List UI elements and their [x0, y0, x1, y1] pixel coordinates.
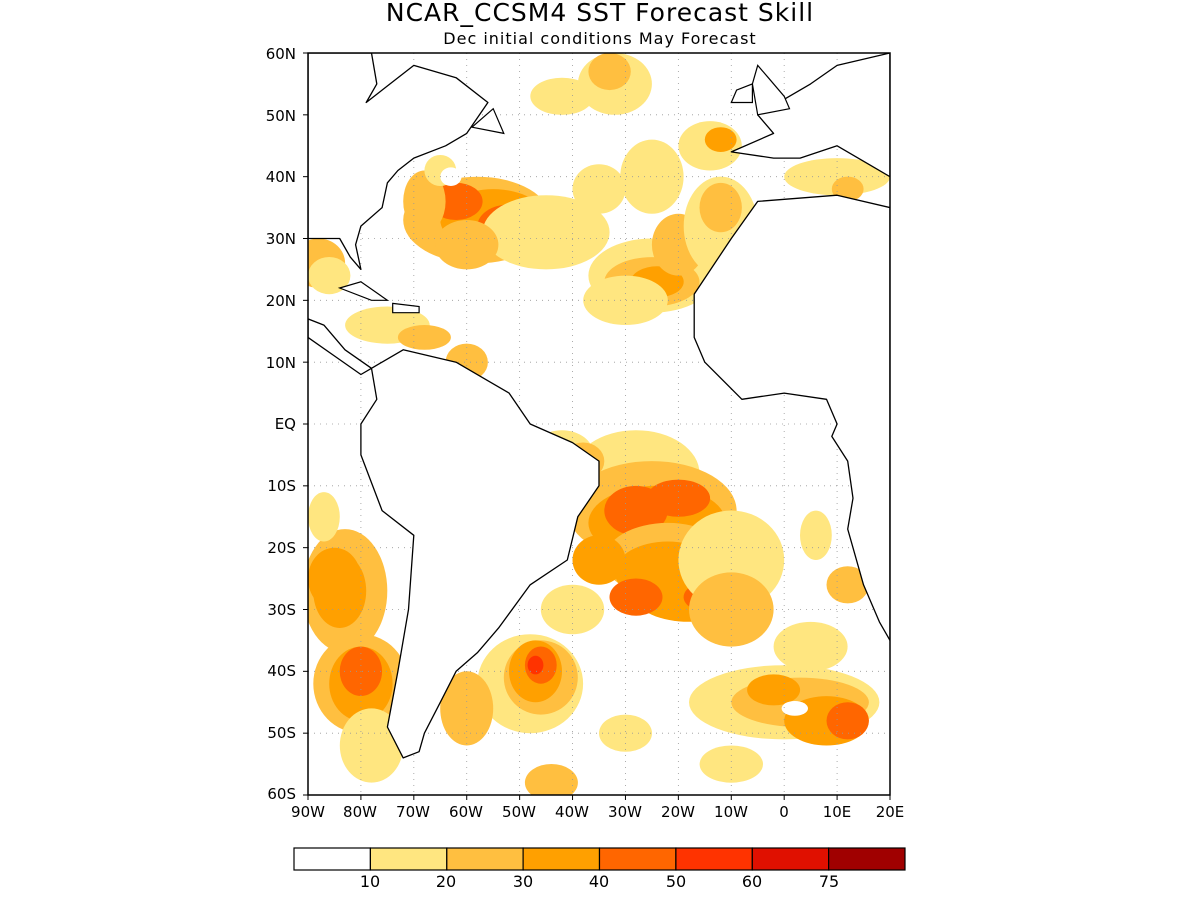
axis-ticks: [303, 52, 891, 800]
skill-blob: [646, 479, 711, 517]
lon-label: 60W: [449, 803, 483, 821]
central-america-coastline: [308, 318, 373, 376]
skill-blob: [572, 535, 626, 585]
coastlines: [308, 16, 890, 759]
lon-label: 70W: [396, 803, 430, 821]
newfoundland-coastline: [470, 107, 505, 135]
colorbar-swatch: [293, 847, 372, 871]
lon-label: 80W: [343, 803, 377, 821]
skill-blob: [588, 53, 631, 91]
colorbar-label: 30: [512, 872, 534, 891]
colorbar-swatch: [369, 847, 448, 871]
skill-blob: [747, 674, 801, 706]
lat-label: 10S: [267, 477, 296, 495]
lat-label: 10N: [265, 354, 296, 372]
skill-blob: [784, 158, 890, 196]
skill-blob: [440, 671, 494, 746]
lat-label: 60N: [265, 45, 296, 63]
great-britain-coastline: [751, 64, 791, 116]
lat-label: 60S: [267, 785, 296, 803]
south-america-coastline: [360, 349, 600, 759]
skill-blob: [308, 492, 340, 542]
colorbar-label: 10: [359, 872, 381, 891]
colorbar-swatch: [522, 847, 601, 871]
skill-blob: [308, 547, 361, 610]
lon-label: 0: [779, 803, 789, 821]
lat-label: 40N: [265, 168, 296, 186]
colorbar-label: 75: [818, 872, 840, 891]
skill-blob: [689, 572, 774, 647]
cuba-coastline: [337, 281, 390, 301]
skill-gap: [440, 167, 462, 186]
skill-blob: [527, 655, 544, 675]
lat-label: 20S: [267, 539, 296, 557]
iceland-coastline: [657, 16, 715, 28]
colorbar-swatch: [751, 847, 830, 871]
skill-blob: [599, 714, 652, 752]
colorbar-swatch: [675, 847, 753, 871]
skill-blob: [572, 164, 626, 214]
colorbar-label: 20: [435, 872, 457, 891]
skill-blob: [609, 578, 663, 616]
skill-blob: [699, 182, 742, 233]
lon-label: 10E: [822, 803, 852, 821]
lat-label: 50S: [267, 724, 296, 742]
lat-label: 30N: [265, 230, 296, 248]
lat-label: EQ: [274, 415, 296, 433]
skill-blob: [583, 275, 668, 325]
skill-blob: [826, 702, 869, 740]
skill-blob: [435, 220, 499, 270]
colorbar: [293, 847, 906, 871]
lon-label: 20E: [875, 803, 905, 821]
colorbar-label: 40: [588, 872, 610, 891]
colorbar-swatch: [446, 847, 524, 871]
colorbar-swatch: [827, 847, 906, 871]
ireland-coastline: [730, 83, 754, 104]
skill-gap: [781, 701, 808, 716]
lat-label: 50N: [265, 107, 296, 125]
skill-blob: [773, 621, 848, 672]
hispaniola-coastline: [392, 302, 420, 314]
skill-blob: [704, 127, 737, 152]
skill-blob: [524, 764, 578, 795]
skill-blob: [620, 139, 684, 214]
skill-blob: [800, 510, 832, 560]
skill-blob: [530, 77, 594, 115]
lat-label: 40S: [267, 662, 296, 680]
skill-blob: [482, 195, 610, 270]
lon-label: 90W: [291, 803, 325, 821]
chart-subtitle: Dec initial conditions May Forecast: [443, 29, 757, 48]
lon-label: 10W: [714, 803, 748, 821]
lat-label: 20N: [265, 292, 296, 310]
europe-coastline: [730, 53, 890, 178]
colorbar-label: 50: [665, 872, 687, 891]
skill-blob: [308, 257, 351, 295]
lat-label: 30S: [267, 601, 296, 619]
lon-label: 30W: [608, 803, 642, 821]
colorbar-label: 60: [741, 872, 763, 891]
lon-label: 50W: [502, 803, 536, 821]
lon-label: 40W: [555, 803, 589, 821]
lon-label: 20W: [661, 803, 695, 821]
north-america-coastline: [308, 53, 489, 271]
colorbar-swatch: [598, 847, 677, 871]
skill-blob: [699, 745, 763, 783]
chart-title: NCAR_CCSM4 SST Forecast Skill: [385, 0, 815, 27]
skill-blob: [397, 325, 451, 350]
africa-coastline: [693, 194, 890, 642]
